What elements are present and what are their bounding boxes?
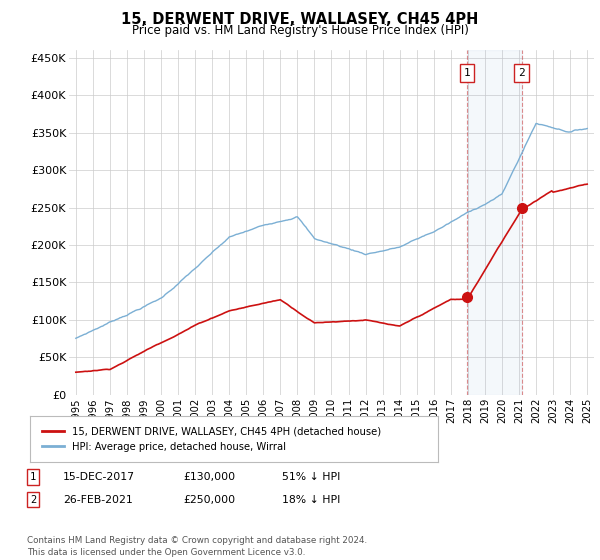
Text: 15-DEC-2017: 15-DEC-2017 xyxy=(63,472,135,482)
Text: 2: 2 xyxy=(30,494,36,505)
Text: Contains HM Land Registry data © Crown copyright and database right 2024.
This d: Contains HM Land Registry data © Crown c… xyxy=(27,536,367,557)
Text: 1: 1 xyxy=(464,68,470,78)
Text: 1: 1 xyxy=(30,472,36,482)
Text: 51% ↓ HPI: 51% ↓ HPI xyxy=(282,472,340,482)
Text: 26-FEB-2021: 26-FEB-2021 xyxy=(63,494,133,505)
Text: 15, DERWENT DRIVE, WALLASEY, CH45 4PH: 15, DERWENT DRIVE, WALLASEY, CH45 4PH xyxy=(121,12,479,27)
Text: £250,000: £250,000 xyxy=(183,494,235,505)
Bar xyxy=(467,50,521,395)
Text: 2: 2 xyxy=(518,68,525,78)
Text: 18% ↓ HPI: 18% ↓ HPI xyxy=(282,494,340,505)
Text: £130,000: £130,000 xyxy=(183,472,235,482)
Legend: 15, DERWENT DRIVE, WALLASEY, CH45 4PH (detached house), HPI: Average price, deta: 15, DERWENT DRIVE, WALLASEY, CH45 4PH (d… xyxy=(38,422,385,456)
Text: Price paid vs. HM Land Registry's House Price Index (HPI): Price paid vs. HM Land Registry's House … xyxy=(131,24,469,37)
